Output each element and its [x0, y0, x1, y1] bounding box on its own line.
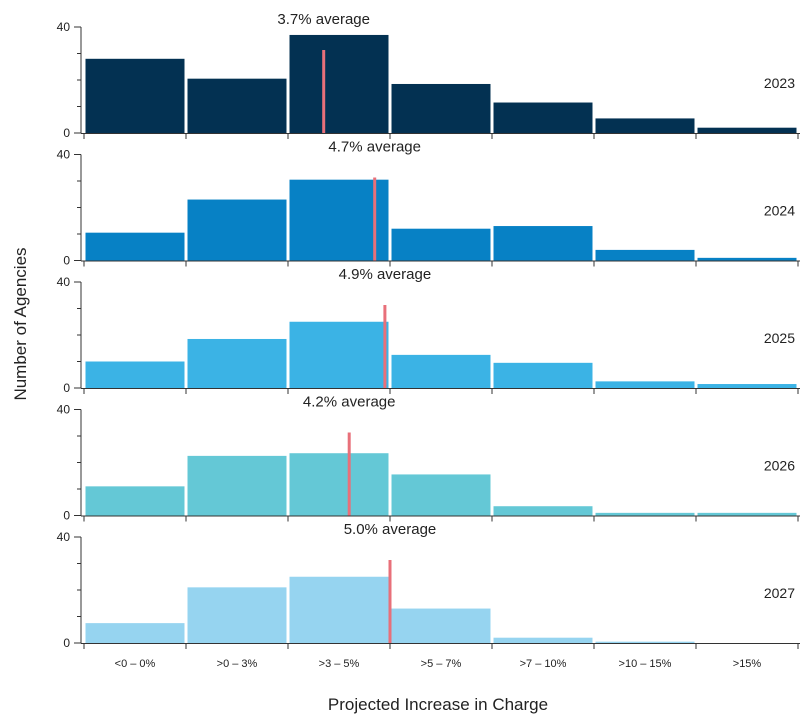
y-tick-label: 0 — [63, 636, 70, 650]
bar — [187, 338, 287, 388]
bar — [697, 384, 797, 388]
year-label: 2023 — [764, 75, 795, 91]
bar — [595, 641, 695, 643]
y-tick-label: 0 — [63, 381, 70, 395]
bar — [391, 608, 491, 643]
bar — [595, 512, 695, 516]
x-tick-label: >0 – 3% — [217, 658, 258, 670]
bar — [493, 506, 593, 516]
panel-2027: 0 40 5.0% average 2027 — [57, 521, 800, 650]
bar — [595, 381, 695, 388]
panel-2026: 0 40 4.2% average 2026 — [57, 394, 800, 523]
x-tick-labels: <0 – 0% >0 – 3% >3 – 5% >5 – 7% >7 – 10% >10 … — [115, 658, 762, 670]
x-tick-label: >10 – 15% — [619, 658, 672, 670]
panels: 0 40 3.7% average 2023 0 40 4.7% average 2024 0 4… — [57, 11, 800, 650]
bar — [595, 249, 695, 261]
panel-2024: 0 40 4.7% average 2024 — [57, 139, 800, 268]
bar — [493, 226, 593, 261]
panel-2023: 0 40 3.7% average 2023 — [57, 11, 800, 140]
bar — [391, 474, 491, 516]
bar — [85, 58, 185, 133]
bar — [595, 118, 695, 133]
bar — [493, 362, 593, 388]
bar — [289, 453, 389, 516]
year-label: 2025 — [764, 330, 795, 346]
y-tick-label: 40 — [57, 275, 71, 289]
bar — [187, 587, 287, 643]
average-line — [373, 177, 377, 261]
average-label: 5.0% average — [344, 521, 437, 538]
bar — [289, 321, 389, 388]
y-tick-label: 0 — [63, 254, 70, 268]
bar — [85, 361, 185, 388]
bar — [391, 354, 491, 388]
average-line — [347, 432, 351, 516]
average-label: 4.7% average — [328, 139, 421, 156]
bar — [289, 34, 389, 134]
bar — [187, 455, 287, 516]
y-tick-label: 40 — [57, 530, 71, 544]
y-tick-label: 40 — [57, 403, 71, 417]
bar — [85, 232, 185, 261]
average-line — [388, 560, 392, 643]
bar — [697, 512, 797, 516]
year-label: 2027 — [764, 585, 795, 601]
x-tick-label: >5 – 7% — [421, 658, 462, 670]
year-label: 2024 — [764, 203, 795, 219]
average-label: 3.7% average — [277, 11, 370, 28]
panel-2025: 0 40 4.9% average 2025 — [57, 266, 800, 395]
average-line — [322, 50, 326, 133]
bar — [493, 102, 593, 133]
x-tick-label: >7 – 10% — [520, 658, 567, 670]
average-label: 4.2% average — [303, 394, 396, 411]
bar — [187, 199, 287, 261]
y-tick-label: 40 — [57, 148, 71, 162]
bar — [85, 623, 185, 643]
x-tick-label: <0 – 0% — [115, 658, 156, 670]
bar — [289, 179, 389, 261]
y-tick-label: 0 — [63, 126, 70, 140]
bar — [493, 637, 593, 643]
x-tick-label: >15% — [733, 658, 762, 670]
y-axis-label: Number of Agencies — [11, 247, 30, 400]
x-axis-label: Projected Increase in Charge — [328, 695, 548, 714]
bar — [187, 78, 287, 133]
bar — [85, 486, 185, 516]
bar — [289, 576, 389, 643]
bar — [391, 83, 491, 133]
bar — [391, 228, 491, 261]
average-line — [383, 305, 387, 388]
year-label: 2026 — [764, 458, 795, 474]
y-tick-label: 0 — [63, 509, 70, 523]
bar — [697, 127, 797, 133]
average-label: 4.9% average — [339, 266, 432, 283]
x-tick-label: >3 – 5% — [319, 658, 360, 670]
bar — [697, 257, 797, 261]
y-tick-label: 40 — [57, 20, 71, 34]
